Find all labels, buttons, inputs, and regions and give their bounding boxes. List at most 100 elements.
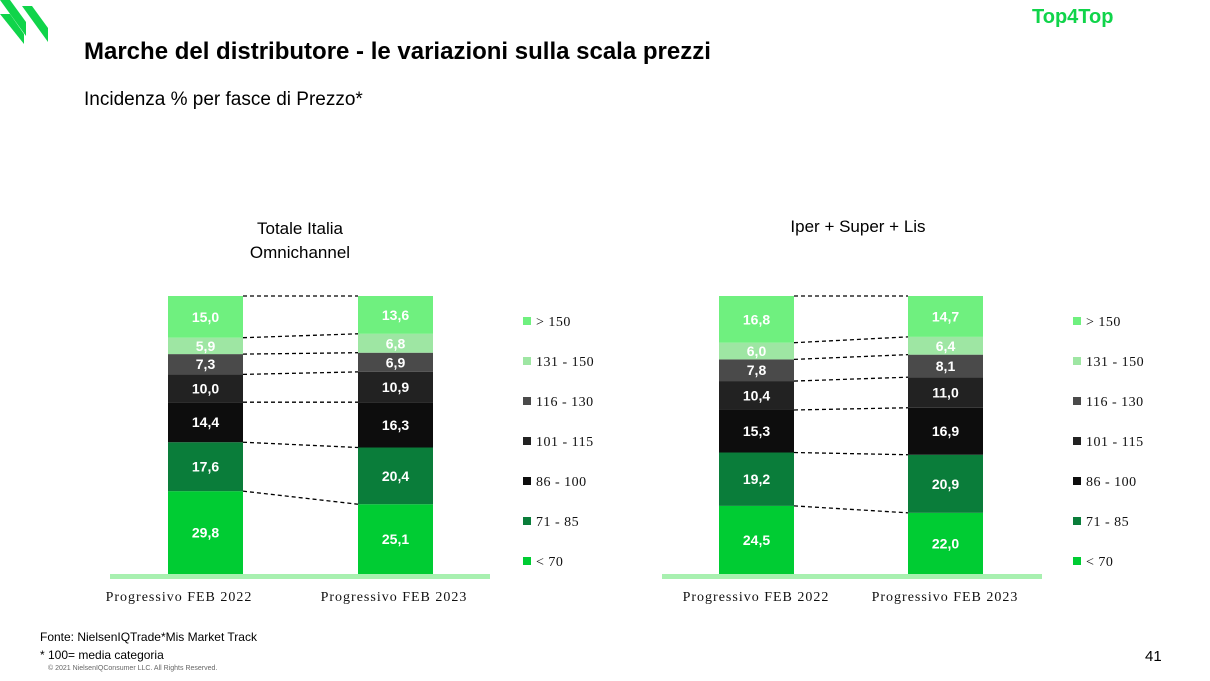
chart-1-data-label-2-4: 10,9	[382, 379, 409, 395]
chart-2-connector-6	[793, 336, 909, 344]
chart-2-bar-1-segment-5	[719, 359, 794, 382]
chart-1-legend-swatch-1	[523, 557, 531, 565]
chart-1-data-label-1-1: 29,8	[192, 525, 219, 541]
chart-1-bar-2-segment-7	[358, 296, 433, 334]
chart-1-legend-swatch-4	[523, 437, 531, 445]
chart-1-data-label-2-6: 6,8	[386, 335, 406, 351]
chart-2-legend-label-2: 71 - 85	[1086, 515, 1129, 530]
chart-2-connector-5	[793, 354, 909, 361]
chart-1-bar-1-segment-3	[168, 402, 243, 443]
chart-2-connector-2	[793, 451, 909, 456]
page-subtitle: Incidenza % per fasce di Prezzo*	[84, 89, 363, 110]
chart-1-data-label-2-3: 16,3	[382, 417, 409, 433]
chart-2-bar-1-segment-7	[719, 296, 794, 343]
chart-2-bar-2-segment-4	[908, 377, 983, 408]
chart-2-bar-2-segment-5	[908, 354, 983, 378]
chart-2-legend-swatch-4	[1073, 437, 1081, 445]
chart-2-legend-label-6: 131 - 150	[1086, 355, 1144, 370]
chart-2-data-label-2-1: 22,0	[932, 535, 959, 551]
chart-2-legend-label-1: < 70	[1086, 555, 1113, 570]
footnote: * 100= media categoria	[40, 648, 164, 662]
chart-2-legend-swatch-3	[1073, 477, 1081, 485]
chart-2-legend-label-3: 86 - 100	[1086, 475, 1137, 490]
chart-2-bar-2-segment-2	[908, 454, 983, 513]
chart-1-bar-2-segment-6	[358, 333, 433, 353]
chart-1-legend-label-6: 131 - 150	[536, 355, 594, 370]
copyright: © 2021 NielsenIQConsumer LLC. All Rights…	[48, 665, 218, 672]
chart-1-bar-2-segment-5	[358, 352, 433, 372]
chart-2-data-label-1-5: 7,8	[747, 362, 767, 378]
chart-1-legend-swatch-3	[523, 477, 531, 485]
chart-1-bar-1-segment-5	[168, 354, 243, 375]
chart-2-bar-1-segment-3	[719, 409, 794, 453]
chart-1-data-label-2-5: 6,9	[386, 354, 406, 370]
chart-1-data-label-2-7: 13,6	[382, 307, 409, 323]
chart-2-data-label-1-2: 19,2	[743, 471, 770, 487]
chart-1-bar-1-segment-4	[168, 374, 243, 403]
chart-2-legend-swatch-7	[1073, 317, 1081, 325]
chart-1-category-label-2: Progressivo FEB 2023	[321, 590, 468, 605]
brand-name: Top4Top	[1032, 6, 1114, 28]
chart-2-data-label-2-3: 16,9	[932, 423, 959, 439]
chart-2-data-label-1-4: 10,4	[743, 388, 770, 404]
chart-2-category-label-1: Progressivo FEB 2022	[683, 590, 830, 605]
chart-1-bar-2-segment-3	[358, 402, 433, 448]
chart-1-legend-label-5: 116 - 130	[536, 395, 594, 410]
source-note: Fonte: NielsenIQTrade*Mis Market Track	[40, 630, 257, 644]
chart-2-title-line-1: Iper + Super + Lis	[790, 217, 926, 236]
chart-2-bar-2-segment-3	[908, 407, 983, 455]
chart-1-connector-4	[242, 371, 359, 376]
chart-1-category-label-1: Progressivo FEB 2022	[106, 590, 253, 605]
chart-1-connector-6	[242, 333, 359, 339]
chart-2-data-label-2-7: 14,7	[932, 308, 959, 324]
chart-1-data-label-2-1: 25,1	[382, 531, 409, 547]
chart-1-legend-label-1: < 70	[536, 555, 563, 570]
chart-1-baseline	[110, 574, 490, 579]
chart-1-data-label-1-2: 17,6	[192, 459, 219, 475]
chart-2-legend-swatch-5	[1073, 397, 1081, 405]
chart-1-legend-label-2: 71 - 85	[536, 515, 579, 530]
chart-1-bar-2-segment-4	[358, 371, 433, 403]
chart-1-data-label-1-6: 5,9	[196, 338, 216, 354]
chart-1-data-label-1-5: 7,3	[196, 356, 216, 372]
chart-1-bar-1-segment-1	[168, 491, 243, 574]
chart-2-data-label-1-7: 16,8	[743, 311, 770, 327]
chart-2-bar-1-segment-6	[719, 342, 794, 360]
chart-1-legend-swatch-5	[523, 397, 531, 405]
chart-2-category-label-2: Progressivo FEB 2023	[872, 590, 1019, 605]
chart-2-data-label-1-6: 6,0	[747, 343, 767, 359]
chart-1-legend-swatch-6	[523, 357, 531, 365]
chart-1-connector-1	[242, 490, 359, 505]
chart-2-bar-2-segment-1	[908, 512, 983, 574]
chart-2-data-label-1-1: 24,5	[743, 532, 770, 548]
chart-1-title-line-2: Omnichannel	[249, 243, 351, 262]
chart-1-bar-1-segment-7	[168, 296, 243, 338]
chart-2-title: Iper + Super + Lis	[758, 215, 958, 239]
brand-logo-icon	[0, 0, 48, 44]
chart-1-connector-2	[242, 441, 359, 449]
chart-1-data-label-2-2: 20,4	[382, 468, 409, 484]
page-number: 41	[1145, 648, 1162, 665]
chart-1-legend-swatch-7	[523, 317, 531, 325]
chart-2-data-label-2-6: 6,4	[936, 338, 956, 354]
chart-2-data-label-2-4: 11,0	[932, 384, 959, 400]
chart-1-bar-1-segment-2	[168, 442, 243, 492]
chart-2-baseline	[662, 574, 1042, 579]
chart-1-data-label-1-7: 15,0	[192, 309, 219, 325]
chart-1-legend-label-7: > 150	[536, 315, 571, 330]
chart-1-legend-swatch-2	[523, 517, 531, 525]
chart-2-legend-swatch-1	[1073, 557, 1081, 565]
chart-1-title-line-1: Totale Italia	[257, 219, 343, 238]
chart-2-bar-2-segment-7	[908, 296, 983, 337]
chart-2-legend-swatch-2	[1073, 517, 1081, 525]
chart-2-connector-1	[793, 505, 909, 514]
chart-1-bar-1-segment-6	[168, 337, 243, 355]
chart-2-legend-label-5: 116 - 130	[1086, 395, 1144, 410]
chart-1-bar-2-segment-2	[358, 447, 433, 505]
chart-2-bar-1-segment-1	[719, 505, 794, 574]
chart-2-legend-label-4: 101 - 115	[1086, 435, 1144, 450]
chart-2-legend-swatch-6	[1073, 357, 1081, 365]
chart-2-bar-1-segment-4	[719, 381, 794, 410]
chart-2-bar-1-segment-2	[719, 452, 794, 506]
